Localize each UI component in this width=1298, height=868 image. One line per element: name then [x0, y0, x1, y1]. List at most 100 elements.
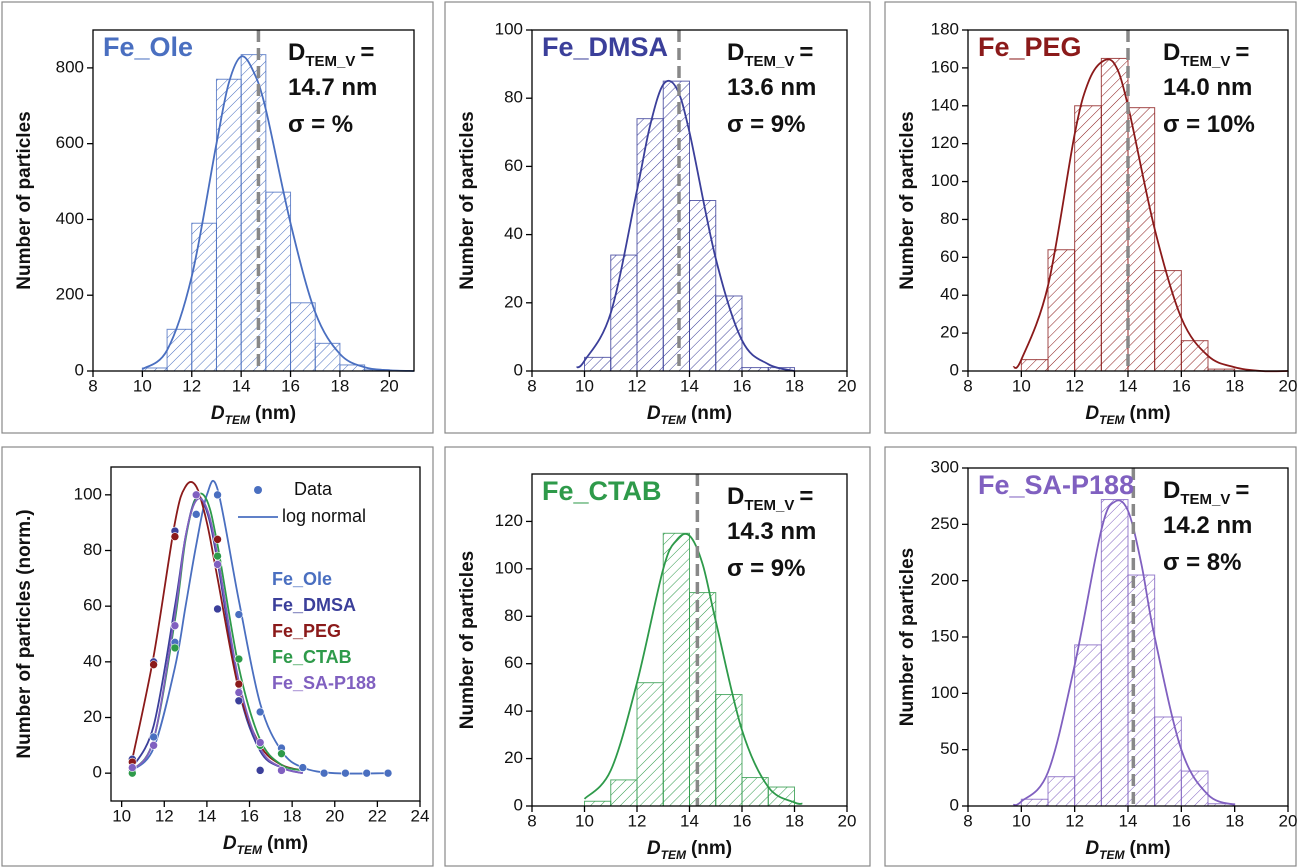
- x-axis-label: DTEM (nm): [1085, 838, 1170, 862]
- data-point: [170, 532, 180, 541]
- y-axis-label: Number of particles: [14, 111, 35, 289]
- x-tick-label: 14: [1119, 376, 1138, 395]
- x-axis-unit: (nm): [255, 403, 296, 424]
- x-tick-label: 8: [963, 811, 972, 830]
- annotation-equals: =: [799, 39, 813, 66]
- data-point: [255, 738, 265, 747]
- data-point: [128, 763, 137, 772]
- bar: [1100, 499, 1129, 807]
- x-tick-label: 18: [283, 806, 302, 825]
- data-point: [255, 707, 265, 717]
- bar: [610, 254, 638, 372]
- x-tick-label: 18: [785, 811, 804, 830]
- x-tick-label: 12: [628, 811, 647, 830]
- fit-curve: [583, 533, 803, 805]
- y-tick-label: 100: [931, 171, 959, 190]
- x-tick-label: 18: [785, 376, 804, 395]
- y-tick-label: 50: [940, 739, 959, 758]
- x-axis-unit: (nm): [267, 833, 308, 854]
- x-axis-unit: (nm): [1129, 838, 1170, 859]
- panel-frame: [884, 446, 1297, 867]
- x-axis-subscript: TEM: [1099, 413, 1125, 427]
- y-tick-label: 300: [931, 457, 959, 476]
- annotation-sigma: σ = 9%: [727, 555, 805, 582]
- x-tick-label: 20: [1279, 376, 1298, 395]
- x-axis-subscript: TEM: [225, 413, 251, 427]
- data-point: [170, 643, 180, 653]
- annotation-sigma: σ = 9%: [727, 111, 805, 138]
- x-axis-unit: (nm): [691, 403, 732, 424]
- x-axis-label: DTEM (nm): [647, 838, 732, 862]
- annotation-subscript: TEM_V: [305, 53, 355, 70]
- x-tick-label: 16: [240, 806, 259, 825]
- bar: [265, 191, 292, 372]
- x-tick-label: 20: [838, 811, 857, 830]
- y-tick-label: 40: [83, 651, 102, 670]
- bar: [662, 532, 690, 807]
- y-tick-label: 20: [504, 292, 523, 311]
- annotation-subscript: TEM_V: [744, 53, 794, 70]
- x-tick-label: 18: [1225, 376, 1244, 395]
- x-axis-symbol: D: [1085, 838, 1099, 859]
- data-point: [213, 560, 222, 569]
- x-tick-label: 16: [733, 376, 752, 395]
- panel-frame: [444, 1, 871, 434]
- x-tick-label: 10: [1012, 811, 1031, 830]
- fit-curve: [131, 495, 304, 775]
- x-tick-label: 14: [232, 376, 251, 395]
- legend-data: Data: [294, 479, 333, 499]
- plot-frame: [967, 29, 1289, 372]
- y-tick-label: 60: [504, 653, 523, 672]
- data-point: [191, 510, 201, 519]
- x-axis-symbol: D: [647, 838, 661, 859]
- data-point: [191, 490, 201, 500]
- y-tick-label: 60: [504, 156, 523, 175]
- panel-title: Fe_CTAB: [542, 476, 662, 506]
- panel-title: Fe_PEG: [978, 32, 1082, 62]
- panel-frame: [884, 1, 1297, 434]
- y-axis-label: Number of particles: [897, 111, 918, 289]
- y-tick-label: 0: [950, 795, 959, 814]
- x-axis-subscript: TEM: [661, 848, 687, 862]
- annotation-symbol: D: [1163, 477, 1180, 504]
- x-tick-label: 20: [1279, 811, 1298, 830]
- y-axis-label: Number of particles: [897, 548, 918, 726]
- y-tick-label: 60: [83, 596, 102, 615]
- annotation-sigma: σ = 8%: [1163, 549, 1241, 576]
- bar: [610, 779, 638, 807]
- annotation-symbol-line: DTEM_V =: [727, 39, 813, 70]
- y-tick-label: 60: [940, 247, 959, 266]
- y-tick-label: 800: [56, 57, 84, 76]
- bar: [662, 80, 690, 372]
- y-tick-label: 20: [83, 707, 102, 726]
- annotation-sigma: σ = 10%: [1163, 111, 1255, 138]
- annotation-value: 13.6 nm: [727, 74, 816, 101]
- data-point: [383, 768, 393, 778]
- x-axis-label: DTEM (nm): [223, 833, 308, 857]
- bar: [1100, 57, 1129, 372]
- bar: [1154, 716, 1182, 807]
- plot-frame: [967, 467, 1289, 807]
- bar: [584, 800, 612, 807]
- bar: [1020, 359, 1049, 372]
- annotation-equals: =: [799, 483, 813, 510]
- bar: [1074, 644, 1102, 807]
- y-tick-label: 120: [495, 511, 523, 530]
- x-tick-label: 10: [1012, 376, 1031, 395]
- bar: [1020, 798, 1049, 807]
- x-tick-label: 12: [1065, 376, 1084, 395]
- annotation-subscript: TEM_V: [744, 497, 794, 514]
- data-point: [234, 688, 244, 697]
- x-tick-label: 24: [411, 806, 430, 825]
- data-point: [341, 768, 350, 778]
- x-tick-label: 10: [575, 811, 594, 830]
- x-axis-unit: (nm): [1129, 403, 1170, 424]
- y-tick-label: 600: [56, 133, 84, 152]
- annotation-equals: =: [1235, 39, 1249, 66]
- panel-title: Fe_SA-P188: [978, 470, 1134, 500]
- x-tick-label: 8: [527, 811, 536, 830]
- y-tick-label: 20: [504, 748, 523, 767]
